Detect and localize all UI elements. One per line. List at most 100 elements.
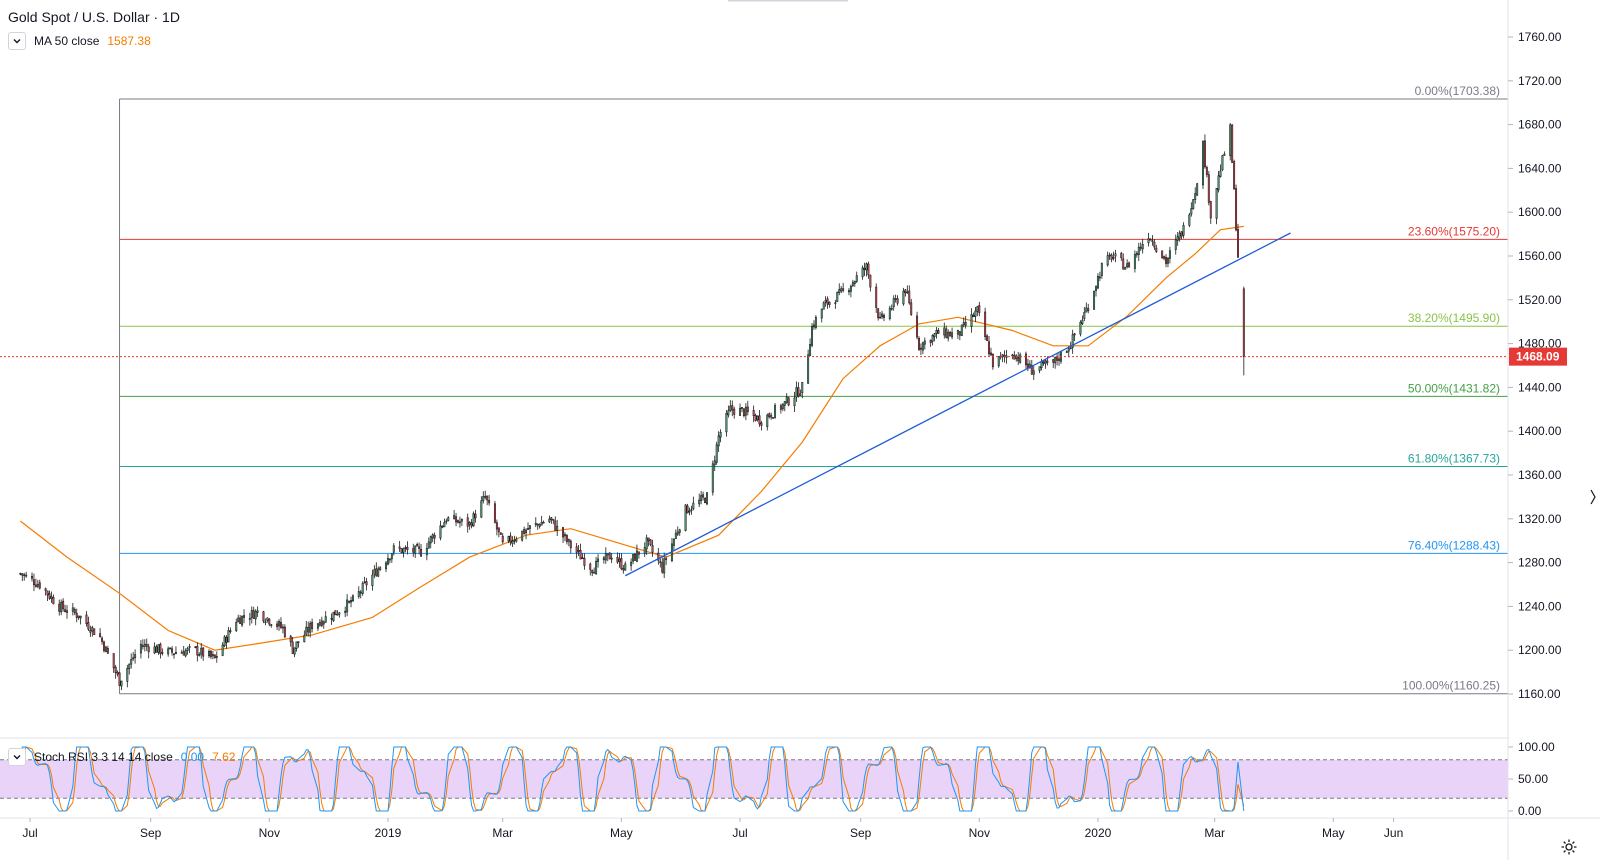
candle-body (118, 672, 121, 686)
price-axis-label: 1640.00 (1518, 161, 1562, 175)
candle-body (1176, 236, 1179, 241)
collapse-chevron-icon[interactable] (8, 32, 26, 50)
fib-level-label: 61.80%(1367.73) (1408, 452, 1500, 466)
candle-up (692, 496, 695, 511)
candle-body (659, 561, 662, 563)
candle-body (947, 331, 950, 339)
candle-body (678, 529, 681, 533)
candle-up (807, 349, 810, 384)
candle-body (120, 680, 123, 687)
time-axis-label: Nov (259, 826, 280, 840)
collapse-chevron-icon[interactable] (8, 748, 26, 766)
stoch-rsi-d-value: 7.62 (212, 750, 236, 764)
candle-up (556, 519, 559, 537)
candle-body (945, 328, 948, 338)
time-axis-label: Jul (732, 826, 747, 840)
candle-down (552, 519, 555, 525)
candle-body (184, 650, 187, 657)
candle-body (102, 641, 105, 651)
candle-body (610, 557, 613, 560)
candle-body (336, 613, 339, 616)
candle-body (731, 405, 734, 411)
settings-gear-icon[interactable] (1560, 838, 1578, 856)
candle-body (918, 337, 920, 350)
candle-up (890, 304, 893, 311)
candle-down (1149, 238, 1152, 241)
candle-body (1013, 354, 1016, 360)
candle-body (60, 601, 63, 613)
candle-down (581, 553, 584, 560)
candle-up (1124, 266, 1127, 270)
candle-body (486, 495, 489, 501)
candle-body (807, 354, 810, 384)
candle-body (493, 503, 496, 523)
candle-down (64, 604, 67, 613)
candle-up (60, 599, 63, 616)
candle-down (686, 503, 689, 514)
candle-body (781, 403, 784, 410)
candle-body (688, 510, 691, 513)
candle-up (227, 626, 230, 643)
candle-up (208, 649, 210, 658)
candle-body (344, 610, 347, 613)
candle-down (1122, 253, 1125, 270)
candle-down (1209, 200, 1212, 224)
candle-body (73, 609, 76, 614)
candle-down (787, 396, 790, 407)
candle-body (772, 417, 775, 419)
ma-label: MA 50 close (34, 34, 100, 48)
candle-up (1112, 251, 1115, 261)
candle-up (1065, 350, 1068, 353)
candle-body (130, 659, 133, 665)
candle-body (1120, 252, 1123, 259)
candle-body (89, 630, 92, 633)
candle-body (71, 607, 74, 612)
candle-body (828, 301, 831, 305)
price-scale-drag-handle[interactable] (1590, 488, 1596, 506)
candle-up (956, 329, 959, 339)
candle-down (21, 573, 24, 582)
candle-body (316, 623, 319, 629)
candle-down (937, 327, 940, 334)
candle-up (974, 307, 977, 323)
candle-down (114, 664, 117, 679)
candle-body (1106, 255, 1109, 266)
candle-up (309, 620, 312, 638)
candle-up (361, 581, 364, 596)
candle-down (704, 497, 707, 504)
candle-body (752, 410, 755, 417)
candle-up (1166, 257, 1169, 268)
candle-body (877, 308, 880, 319)
candle-up (719, 429, 722, 443)
candle-down (758, 410, 761, 427)
candle-down (132, 652, 135, 662)
candle-body (392, 545, 395, 553)
candle-body (398, 546, 401, 549)
candle-body (904, 289, 907, 293)
price-axis-label: 1480.00 (1518, 337, 1562, 351)
candle-body (291, 641, 294, 654)
candle-up (338, 612, 341, 618)
candle-body (523, 529, 526, 534)
candle-body (418, 546, 421, 549)
candle-body (534, 522, 537, 526)
candle-down (412, 543, 415, 557)
candle-body (838, 289, 841, 293)
uptrend-line[interactable] (624, 232, 1291, 577)
candle-body (700, 495, 703, 501)
candle-down (620, 553, 623, 571)
candle-body (916, 315, 919, 338)
candle-up (332, 611, 335, 622)
candle-body (637, 551, 640, 555)
candle-up (1219, 164, 1222, 178)
candle-body (527, 528, 529, 530)
candle-body (1217, 175, 1220, 191)
time-axis-label: Nov (969, 826, 990, 840)
candle-body (988, 341, 991, 355)
candle-body (474, 513, 477, 519)
candle-up (521, 530, 524, 542)
candle-body (921, 342, 924, 351)
candle-body (363, 581, 366, 584)
candle-up (480, 496, 483, 519)
